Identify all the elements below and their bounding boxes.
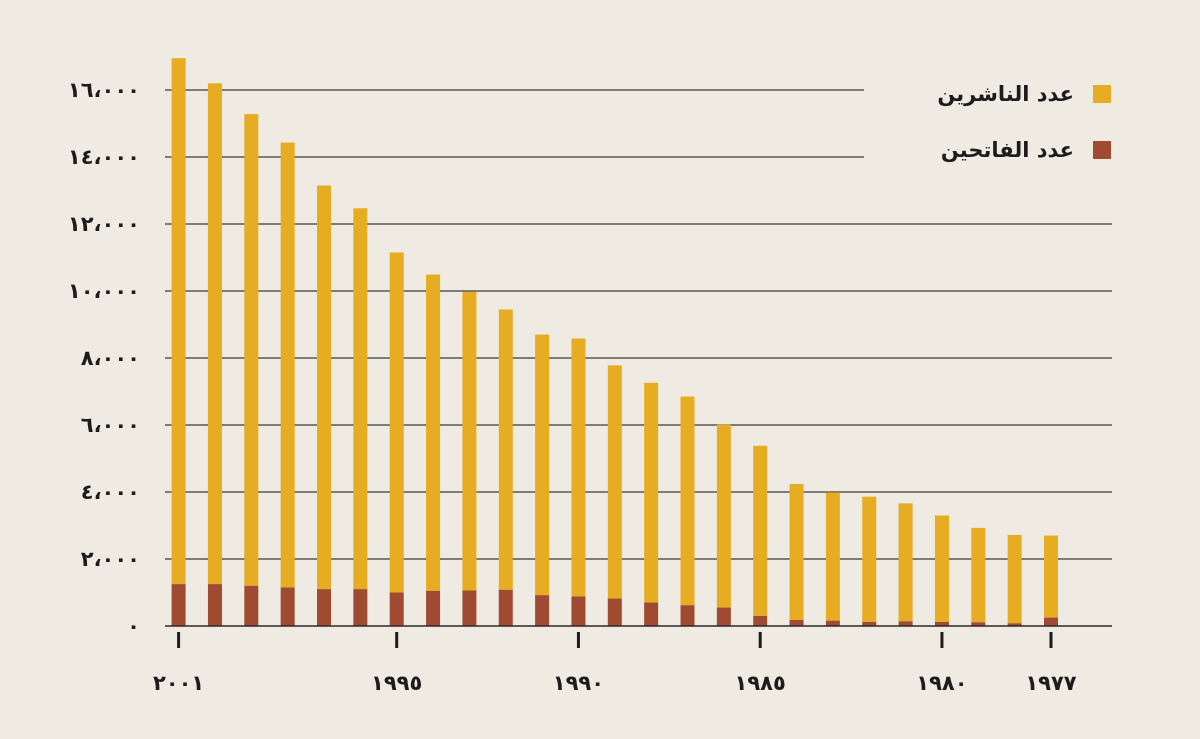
bar-pioneers: [789, 619, 804, 626]
bar-pioneers: [934, 621, 949, 626]
bar-pioneers: [753, 615, 768, 626]
bar-publishers: [207, 83, 222, 585]
bar-publishers: [898, 503, 913, 622]
bar-pioneers: [280, 587, 295, 626]
bar-publishers: [571, 338, 586, 597]
bar-pioneers: [389, 592, 404, 626]
legend: عدد الناشرين عدد الفاتحين: [937, 82, 1111, 162]
y-tick-label: ٢،٠٠٠: [81, 547, 140, 571]
bar-publishers: [607, 365, 622, 599]
bar-pioneers: [862, 621, 877, 626]
bar-publishers: [389, 252, 404, 593]
x-tick-label: ٢٠٠١: [153, 671, 204, 695]
bar-pioneers: [244, 585, 259, 626]
bar-publishers: [426, 274, 441, 591]
legend-label: عدد الناشرين: [937, 82, 1074, 106]
bar-pioneers: [1007, 623, 1022, 626]
bar-publishers: [244, 114, 259, 586]
y-tick-label: ١٢،٠٠٠: [68, 212, 140, 236]
legend-swatch: [1093, 85, 1111, 103]
bar-publishers: [353, 208, 368, 590]
bar-pioneers: [207, 584, 222, 626]
axes: ٠ ٢،٠٠٠ ٤،٠٠٠ ٦،٠٠٠ ٨،٠٠٠ ١٠،٠٠٠ ١٢،٠٠٠ ١٤،٠٠٠ ١…: [68, 78, 1112, 695]
bar-pioneers: [716, 607, 731, 626]
legend-swatch: [1093, 141, 1111, 159]
x-tick-label: ١٩٧٧: [1025, 671, 1076, 695]
bar-pioneers: [607, 598, 622, 626]
bar-publishers: [971, 527, 986, 623]
y-tick-label: ٨،٠٠٠: [81, 346, 140, 370]
bar-publishers: [644, 382, 659, 603]
x-tick-label: ١٩٩٠: [553, 671, 604, 695]
bar-publishers: [934, 515, 949, 622]
bar-pioneers: [825, 620, 840, 626]
bar-pioneers: [971, 622, 986, 626]
y-tick-label: ٠: [127, 614, 140, 638]
y-tick-label: ١٠،٠٠٠: [68, 279, 140, 303]
bar-publishers: [716, 424, 731, 608]
bar-pioneers: [535, 595, 550, 626]
x-tick-label: ١٩٩٥: [371, 671, 422, 695]
bar-publishers: [1007, 534, 1022, 624]
bar-publishers: [317, 185, 331, 590]
y-tick-label: ٤،٠٠٠: [81, 480, 140, 504]
bar-pioneers: [317, 589, 331, 626]
bar-publishers: [535, 334, 550, 596]
bar-publishers: [825, 492, 840, 621]
bars: [171, 58, 1058, 626]
bar-publishers: [462, 291, 477, 591]
bar-pioneers: [353, 589, 368, 626]
bar-publishers: [1044, 535, 1058, 618]
bar-pioneers: [498, 589, 513, 626]
bar-pioneers: [171, 584, 186, 626]
y-tick-label: ١٦،٠٠٠: [68, 78, 140, 102]
x-tick-label: ١٩٨٥: [735, 671, 786, 695]
bar-publishers: [789, 483, 804, 620]
y-tick-label: ١٤،٠٠٠: [68, 145, 140, 169]
bar-publishers: [753, 445, 768, 616]
bar-publishers: [280, 142, 295, 588]
x-tick-label: ١٩٨٠: [916, 671, 967, 695]
legend-label: عدد الفاتحين: [941, 138, 1074, 162]
bar-pioneers: [680, 605, 695, 626]
bar-publishers: [498, 309, 513, 590]
bar-pioneers: [898, 621, 913, 626]
bar-pioneers: [426, 590, 441, 626]
bar-publishers: [171, 58, 186, 585]
bar-pioneers: [1044, 617, 1058, 626]
bar-pioneers: [571, 596, 586, 626]
bar-publishers: [680, 396, 695, 606]
y-tick-label: ٦،٠٠٠: [81, 413, 140, 437]
bar-publishers: [862, 496, 877, 622]
bar-pioneers: [462, 590, 477, 626]
bar-pioneers: [644, 602, 659, 626]
